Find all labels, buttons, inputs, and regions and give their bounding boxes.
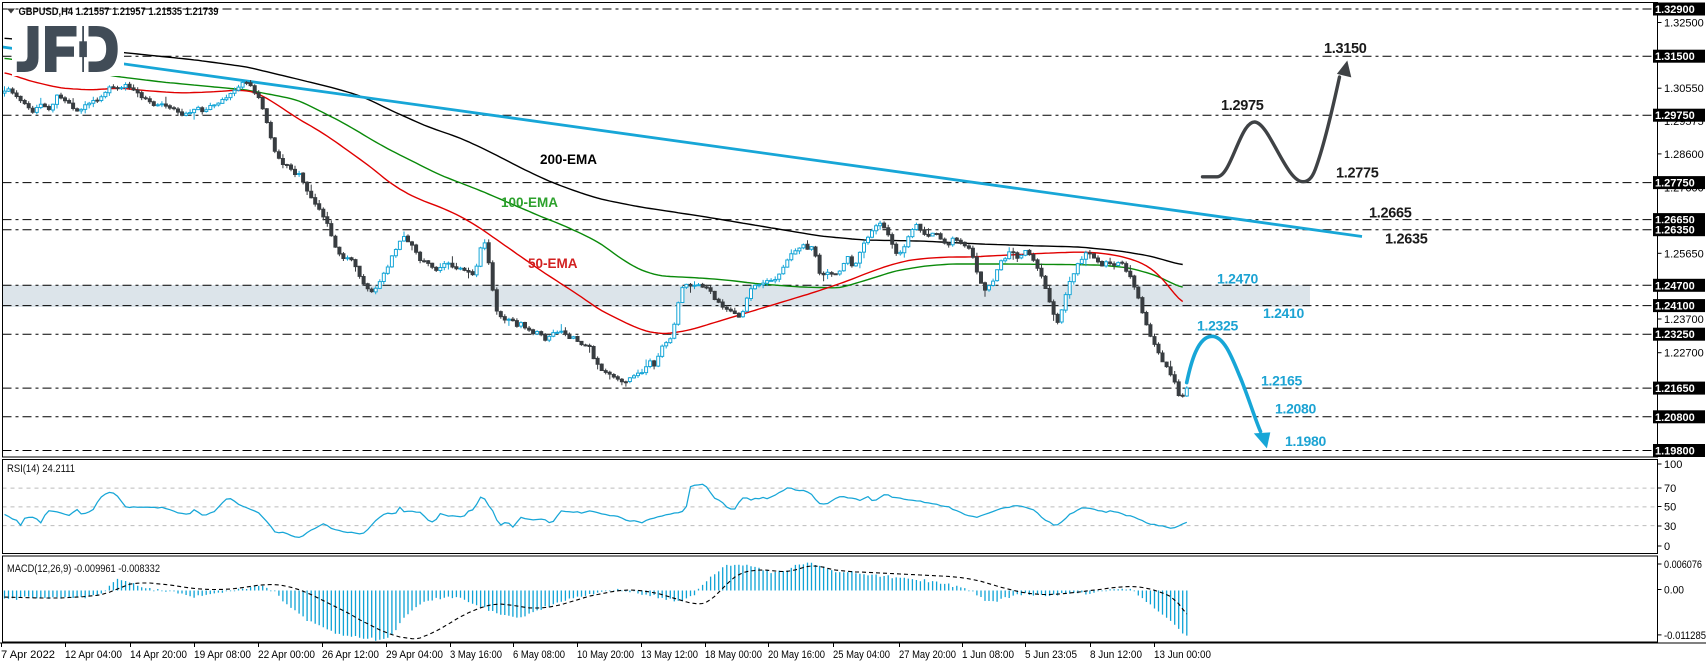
svg-text:MACD(12,26,9) -0.009961 -0.008: MACD(12,26,9) -0.009961 -0.008332 bbox=[7, 563, 160, 575]
svg-text:25 May 04:00: 25 May 04:00 bbox=[833, 649, 890, 661]
svg-text:70: 70 bbox=[1664, 483, 1676, 495]
svg-text:10 May 20:00: 10 May 20:00 bbox=[577, 649, 634, 661]
svg-text:1.27750: 1.27750 bbox=[1655, 178, 1695, 190]
svg-text:0.006076: 0.006076 bbox=[1664, 559, 1702, 571]
svg-text:1.21650: 1.21650 bbox=[1655, 383, 1695, 395]
svg-text:1.2325: 1.2325 bbox=[1197, 318, 1239, 334]
svg-text:50-EMA: 50-EMA bbox=[528, 256, 578, 271]
svg-text:6 May 08:00: 6 May 08:00 bbox=[513, 649, 565, 661]
svg-text:1.23250: 1.23250 bbox=[1655, 329, 1695, 341]
svg-text:13 May 12:00: 13 May 12:00 bbox=[641, 649, 698, 661]
svg-text:1.2775: 1.2775 bbox=[1336, 166, 1379, 182]
svg-text:1.2665: 1.2665 bbox=[1369, 206, 1412, 222]
svg-text:14 Apr 20:00: 14 Apr 20:00 bbox=[130, 649, 187, 661]
svg-text:30: 30 bbox=[1664, 521, 1676, 533]
svg-text:100: 100 bbox=[1664, 459, 1682, 471]
svg-text:1.25650: 1.25650 bbox=[1664, 248, 1704, 260]
svg-text:1.28600: 1.28600 bbox=[1664, 149, 1704, 161]
svg-text:1 Jun 08:00: 1 Jun 08:00 bbox=[962, 649, 1014, 661]
svg-text:29 Apr 04:00: 29 Apr 04:00 bbox=[386, 649, 443, 661]
svg-text:1.2470: 1.2470 bbox=[1217, 271, 1259, 287]
svg-text:22 Apr 00:00: 22 Apr 00:00 bbox=[258, 649, 315, 661]
svg-text:26 Apr 12:00: 26 Apr 12:00 bbox=[322, 649, 379, 661]
svg-text:1.30550: 1.30550 bbox=[1664, 83, 1704, 95]
svg-text:100-EMA: 100-EMA bbox=[501, 195, 558, 210]
svg-text:1.32900: 1.32900 bbox=[1655, 4, 1695, 16]
svg-text:1.3150: 1.3150 bbox=[1324, 41, 1367, 57]
svg-text:3 May 16:00: 3 May 16:00 bbox=[450, 649, 502, 661]
svg-text:27 May 20:00: 27 May 20:00 bbox=[899, 649, 956, 661]
svg-text:1.2410: 1.2410 bbox=[1263, 305, 1305, 321]
svg-text:5 Jun 23:05: 5 Jun 23:05 bbox=[1025, 649, 1077, 661]
svg-text:0: 0 bbox=[1664, 541, 1670, 553]
svg-text:RSI(14) 24.2111: RSI(14) 24.2111 bbox=[7, 463, 75, 475]
svg-text:1.29750: 1.29750 bbox=[1655, 110, 1695, 122]
svg-text:1.20800: 1.20800 bbox=[1655, 412, 1695, 424]
svg-text:1.26350: 1.26350 bbox=[1655, 225, 1695, 237]
svg-text:1.32500: 1.32500 bbox=[1664, 18, 1704, 30]
svg-text:1.2080: 1.2080 bbox=[1275, 401, 1317, 417]
svg-text:1.22700: 1.22700 bbox=[1664, 348, 1704, 360]
svg-text:19 Apr 08:00: 19 Apr 08:00 bbox=[194, 649, 251, 661]
svg-text:1.2635: 1.2635 bbox=[1385, 232, 1428, 248]
svg-text:1.24700: 1.24700 bbox=[1655, 280, 1695, 292]
svg-text:1.2975: 1.2975 bbox=[1221, 98, 1264, 114]
svg-text:GBPUSD,H4 1.21557 1.21957 1.21: GBPUSD,H4 1.21557 1.21957 1.21535 1.2173… bbox=[19, 6, 219, 18]
svg-text:-0.011285: -0.011285 bbox=[1664, 630, 1706, 642]
svg-text:1.23700: 1.23700 bbox=[1664, 314, 1704, 326]
svg-text:0.00: 0.00 bbox=[1664, 585, 1684, 597]
svg-text:1.24100: 1.24100 bbox=[1655, 301, 1695, 313]
svg-text:12 Apr 04:00: 12 Apr 04:00 bbox=[65, 649, 122, 661]
svg-text:13 Jun 00:00: 13 Jun 00:00 bbox=[1154, 649, 1211, 661]
svg-text:18 May 00:00: 18 May 00:00 bbox=[705, 649, 762, 661]
svg-text:200-EMA: 200-EMA bbox=[540, 152, 597, 167]
svg-text:8 Jun 12:00: 8 Jun 12:00 bbox=[1090, 649, 1142, 661]
svg-text:1.19800: 1.19800 bbox=[1655, 446, 1695, 458]
svg-text:50: 50 bbox=[1664, 502, 1676, 514]
svg-text:1.31500: 1.31500 bbox=[1655, 51, 1695, 63]
svg-text:7 Apr 2022: 7 Apr 2022 bbox=[1, 649, 55, 661]
svg-text:1.2165: 1.2165 bbox=[1261, 373, 1303, 389]
svg-text:1.1980: 1.1980 bbox=[1285, 433, 1327, 449]
svg-text:20 May 16:00: 20 May 16:00 bbox=[768, 649, 825, 661]
